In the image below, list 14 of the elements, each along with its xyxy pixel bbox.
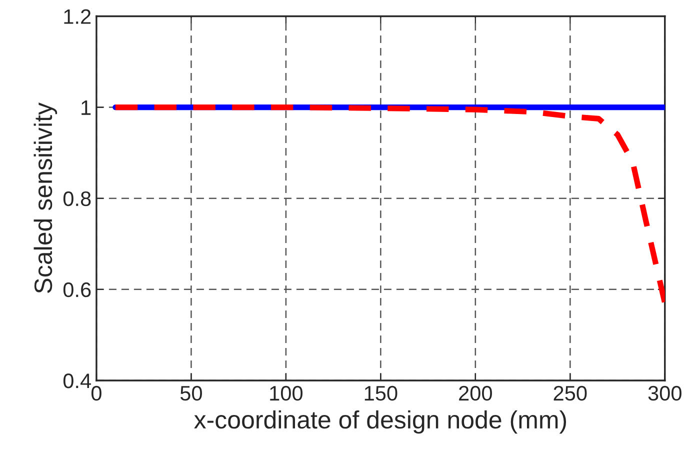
x-tick-label: 150 [364, 386, 398, 401]
y-tick-label: 1.2 [64, 9, 91, 24]
y-tick-label: 0.4 [63, 373, 91, 388]
x-tick-label: 250 [554, 386, 587, 401]
y-axis-title: Scaled sensitivity [34, 102, 58, 294]
y-tick-label: 0.6 [63, 282, 91, 298]
y-tick-label: 0.8 [63, 191, 91, 206]
x-tick-label: 100 [270, 386, 302, 401]
y-tick-label: 1 [82, 100, 91, 115]
x-tick-label: 200 [459, 386, 492, 401]
x-tick-label: 50 [180, 386, 202, 401]
x-axis-title: x-coordinate of design node (mm) [194, 410, 566, 434]
x-tick-label: 300 [648, 386, 682, 401]
x-tick-label: 0 [91, 386, 102, 401]
